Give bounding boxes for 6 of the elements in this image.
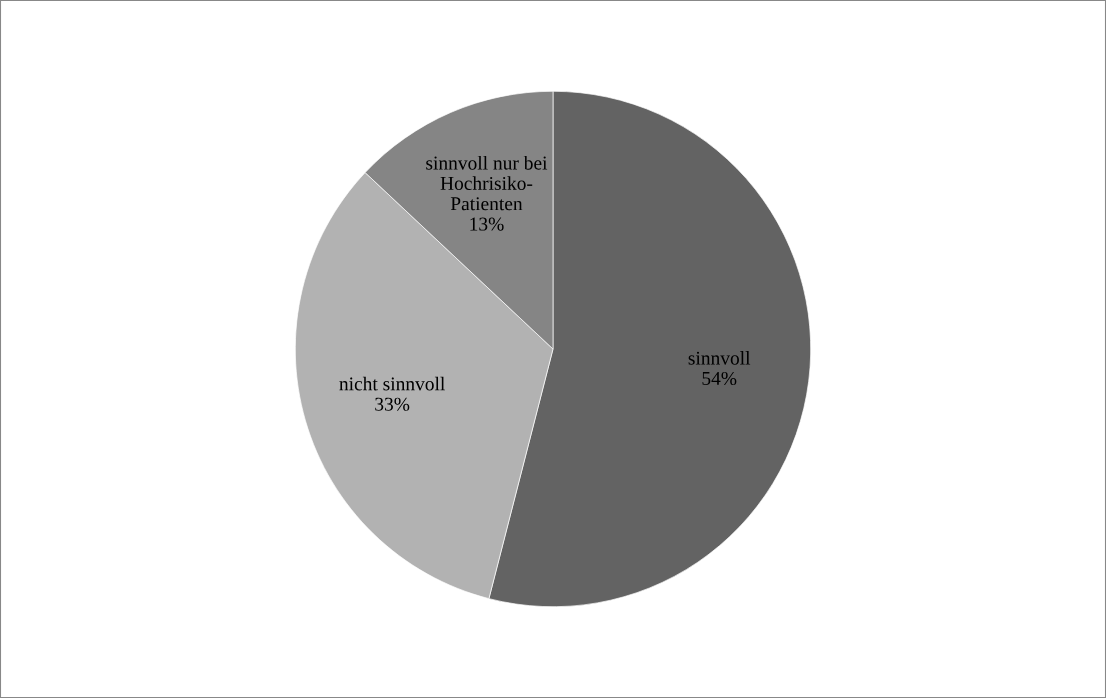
data-label: 54% xyxy=(702,371,737,386)
slice-label: nicht sinnvoll xyxy=(339,376,445,391)
slice-label: sinnvoll nur bei Hochrisiko- Patienten xyxy=(426,155,548,211)
slice-label: sinnvoll xyxy=(688,351,751,365)
data-label: 33% xyxy=(375,397,410,411)
data-label: 13% xyxy=(470,217,504,231)
